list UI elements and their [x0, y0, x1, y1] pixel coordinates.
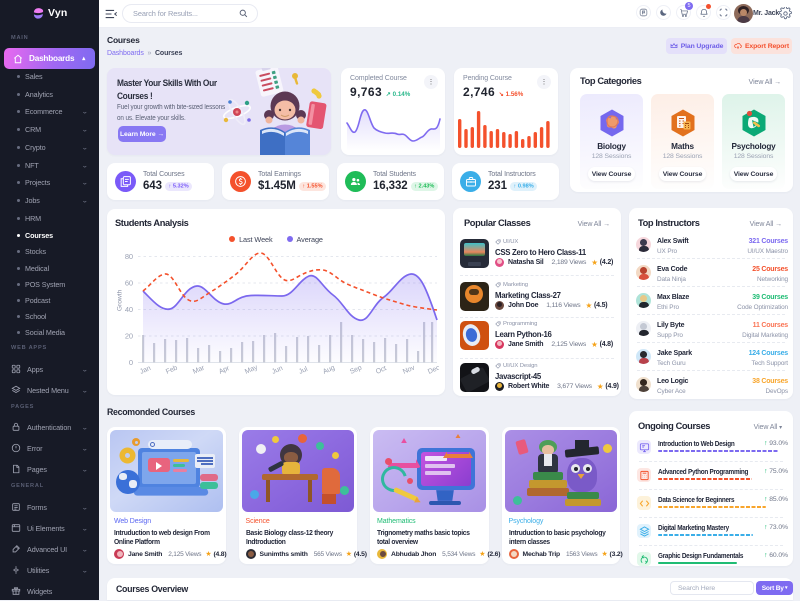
svg-text:80: 80	[125, 252, 133, 261]
svg-text:40: 40	[125, 305, 133, 314]
svg-text:Sep: Sep	[349, 364, 363, 375]
svg-text:Jul: Jul	[298, 366, 309, 376]
svg-text:Nov: Nov	[402, 364, 416, 376]
svg-text:Feb: Feb	[165, 365, 179, 376]
svg-text:60: 60	[125, 279, 133, 288]
svg-text:Aug: Aug	[322, 364, 336, 375]
svg-text:Dec: Dec	[427, 364, 439, 376]
svg-text:20: 20	[125, 332, 133, 341]
svg-text:Mar: Mar	[192, 364, 206, 375]
svg-text:Apr: Apr	[218, 365, 231, 376]
svg-text:Jan: Jan	[139, 365, 152, 376]
svg-text:0: 0	[129, 358, 133, 367]
svg-text:May: May	[244, 364, 259, 376]
svg-text:Jun: Jun	[271, 365, 284, 376]
svg-text:Oct: Oct	[375, 365, 388, 376]
